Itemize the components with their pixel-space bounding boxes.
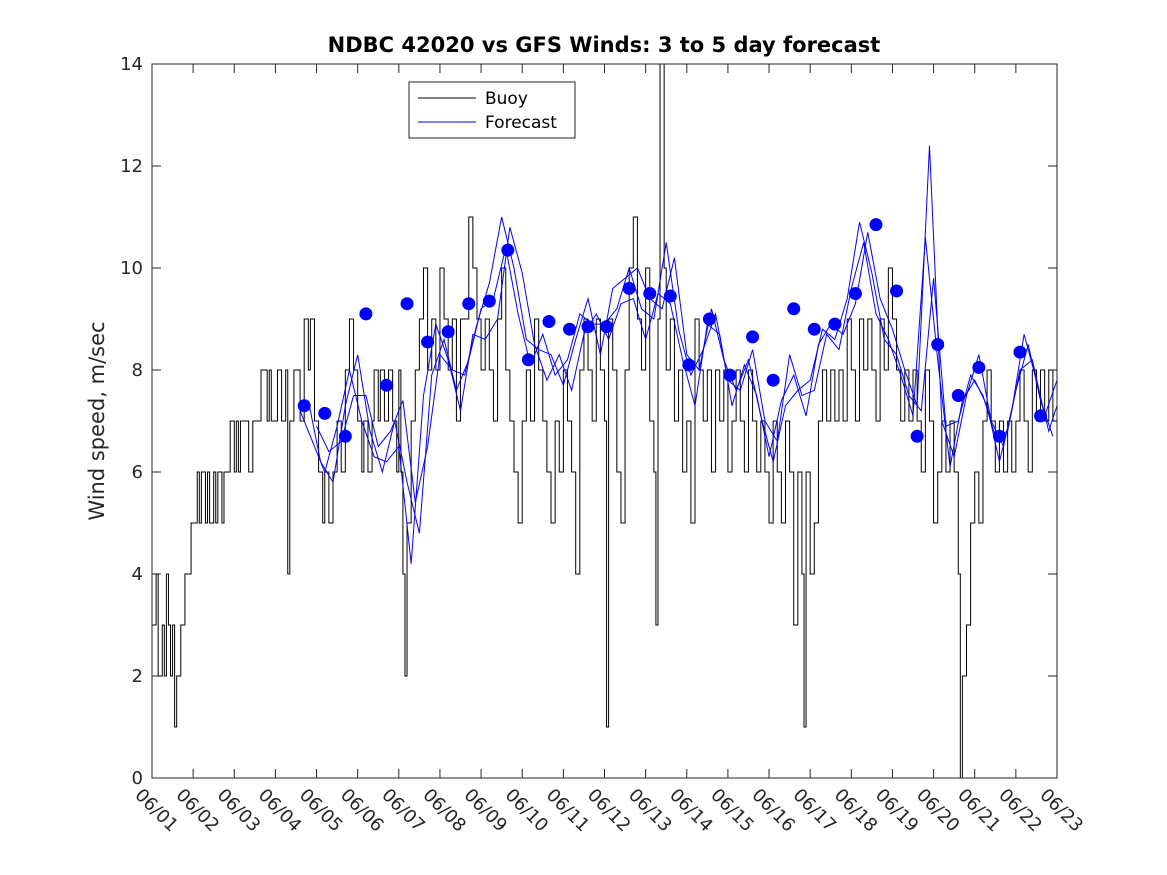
forecast-marker-point	[910, 429, 924, 443]
forecast-marker-point	[600, 320, 614, 334]
forecast-marker-point	[563, 322, 577, 336]
x-tick-label: 06/02	[172, 785, 224, 837]
forecast-marker-point	[501, 243, 515, 257]
forecast-marker-point	[766, 373, 780, 387]
forecast-series-line	[299, 145, 1054, 564]
forecast-marker-point	[521, 353, 535, 367]
legend-box	[408, 81, 576, 139]
x-tick-label: 06/10	[501, 785, 553, 837]
forecast-marker-point	[951, 389, 965, 402]
y-tick-label: 2	[132, 666, 143, 687]
x-tick-label: 06/08	[418, 785, 470, 837]
buoy-series-line	[152, 63, 1058, 779]
legend-forecast-label: Forecast	[485, 113, 557, 133]
x-tick-label: 06/17	[789, 785, 841, 837]
x-tick-label: 06/07	[377, 785, 429, 837]
forecast-marker-point	[643, 287, 657, 300]
forecast-marker-point	[931, 338, 945, 351]
x-tick-label: 06/16	[748, 785, 800, 837]
x-tick-label: 06/11	[542, 785, 594, 837]
y-axis-ticks: 0 2 4 6 8 10 12 14	[120, 54, 1057, 789]
forecast-marker-point	[828, 317, 842, 331]
x-tick-label: 06/19	[871, 785, 923, 837]
forecast-marker-point	[581, 320, 595, 334]
chart-title: NDBC 42020 vs GFS Winds: 3 to 5 day fore…	[328, 33, 881, 57]
forecast-marker-point	[992, 429, 1006, 443]
x-tick-label: 06/23	[1035, 785, 1087, 837]
forecast-marker-point	[890, 284, 904, 298]
forecast-marker-point	[787, 302, 801, 316]
legend: Buoy Forecast	[408, 81, 576, 139]
forecast-marker-point	[746, 330, 760, 344]
x-tick-label: 06/14	[665, 785, 717, 837]
x-tick-label: 06/15	[706, 785, 758, 837]
y-tick-label: 4	[132, 564, 143, 585]
forecast-marker-point	[441, 325, 455, 339]
plot-area	[152, 63, 1058, 779]
forecast-marker-point	[1034, 409, 1048, 423]
forecast-marker-point	[482, 294, 496, 308]
y-tick-label: 8	[132, 360, 143, 381]
forecast-marker-point	[1013, 345, 1027, 359]
x-tick-label: 06/09	[460, 785, 512, 837]
forecast-marker-point	[807, 322, 821, 336]
forecast-marker-point	[723, 368, 737, 382]
x-tick-label: 06/20	[912, 785, 964, 837]
legend-buoy-label: Buoy	[485, 89, 528, 109]
x-tick-label: 06/06	[336, 785, 388, 837]
y-tick-label: 6	[132, 462, 143, 483]
x-tick-label: 06/01	[130, 785, 182, 837]
forecast-marker-point	[318, 406, 332, 420]
forecast-marker-point	[379, 378, 393, 392]
y-tick-label: 0	[132, 768, 143, 789]
y-axis-label: Wind speed, m/sec	[85, 321, 109, 520]
forecast-marker-point	[702, 312, 716, 326]
forecast-marker-point	[972, 360, 986, 374]
y-tick-label: 10	[120, 258, 143, 279]
x-tick-label: 06/13	[624, 785, 676, 837]
x-tick-label: 06/22	[994, 785, 1046, 837]
forecast-marker-point	[542, 315, 556, 329]
x-tick-label: 06/04	[254, 785, 306, 837]
y-tick-label: 12	[120, 156, 143, 177]
axes-box	[151, 63, 1058, 779]
forecast-marker-point	[848, 287, 862, 300]
x-tick-label: 06/18	[830, 785, 882, 837]
forecast-marker-point	[338, 429, 352, 443]
forecast-marker-point	[682, 358, 696, 372]
forecast-marker-point	[421, 335, 435, 349]
forecast-series-line	[316, 216, 1058, 503]
forecast-marker-point	[400, 297, 414, 311]
forecast-marker-point	[359, 307, 373, 321]
forecast-marker-point	[297, 399, 311, 413]
x-tick-label: 06/12	[583, 785, 635, 837]
forecast-marker-point	[663, 289, 677, 303]
forecast-marker-point	[869, 218, 883, 232]
forecast-marker-point	[622, 281, 636, 295]
x-tick-label: 06/03	[213, 785, 265, 837]
forecast-marker-point	[462, 297, 476, 311]
x-tick-label: 06/05	[295, 785, 347, 837]
y-tick-label: 14	[120, 54, 143, 75]
x-tick-label: 06/21	[953, 785, 1005, 837]
